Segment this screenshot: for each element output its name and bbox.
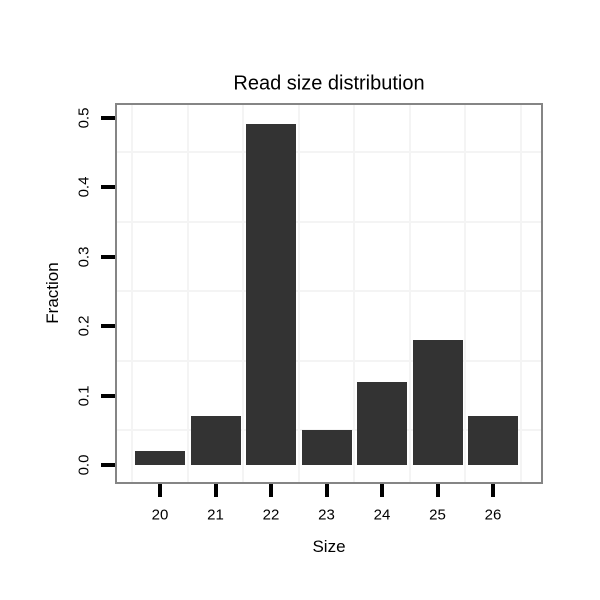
x-tick-label: 25 bbox=[429, 506, 446, 524]
gridline-horizontal-minor bbox=[117, 151, 541, 154]
x-axis-title: Size bbox=[312, 537, 346, 556]
gridline-vertical-minor bbox=[519, 105, 522, 482]
y-axis-title: Fraction bbox=[43, 262, 62, 324]
x-tick-label: 22 bbox=[262, 506, 280, 524]
gridline-vertical-minor bbox=[242, 105, 245, 482]
gridline-vertical-minor bbox=[408, 105, 411, 482]
gridline-vertical-minor bbox=[353, 105, 356, 482]
gridline-vertical-minor bbox=[131, 105, 134, 482]
bar-size-25 bbox=[413, 340, 463, 465]
x-tick-mark bbox=[324, 484, 329, 497]
x-tick-label: 26 bbox=[484, 506, 502, 524]
x-tick-mark bbox=[158, 484, 162, 497]
y-tick-label: 0.5 bbox=[75, 107, 93, 128]
bar-size-24 bbox=[357, 382, 407, 465]
y-tick-label: 0.2 bbox=[75, 315, 93, 337]
gridline-horizontal-minor bbox=[117, 220, 541, 223]
y-tick-mark bbox=[101, 463, 115, 467]
y-tick-mark bbox=[101, 185, 115, 189]
x-tick-mark bbox=[491, 484, 495, 497]
gridline-vertical-minor bbox=[297, 105, 300, 482]
y-tick-mark bbox=[101, 393, 115, 398]
gridline-vertical-minor bbox=[464, 105, 467, 482]
bar-size-23 bbox=[302, 430, 352, 465]
y-tick-label: 0.1 bbox=[75, 385, 93, 406]
x-tick-label: 21 bbox=[207, 506, 224, 524]
bar-size-20 bbox=[135, 451, 185, 465]
gridline-vertical-minor bbox=[186, 105, 189, 482]
gridline-horizontal-minor bbox=[117, 359, 541, 362]
y-tick-mark bbox=[101, 115, 115, 120]
x-tick-label: 24 bbox=[373, 506, 391, 524]
y-tick-label: 0.4 bbox=[75, 176, 93, 198]
chart-title: Read size distribution bbox=[233, 72, 425, 95]
x-tick-label: 23 bbox=[318, 506, 335, 524]
x-tick-mark bbox=[380, 484, 384, 497]
x-tick-mark bbox=[435, 484, 440, 497]
y-tick-mark bbox=[101, 324, 115, 328]
y-tick-label: 0.3 bbox=[75, 246, 93, 267]
gridline-horizontal-minor bbox=[117, 290, 541, 293]
bar-size-26 bbox=[468, 416, 518, 465]
bar-size-22 bbox=[246, 124, 296, 465]
y-tick-label: 0.0 bbox=[75, 454, 93, 476]
x-tick-label: 20 bbox=[151, 506, 169, 524]
x-tick-mark bbox=[269, 484, 273, 497]
y-tick-mark bbox=[101, 254, 115, 259]
bar-size-21 bbox=[191, 416, 241, 465]
plot-panel bbox=[115, 103, 543, 484]
x-tick-mark bbox=[213, 484, 218, 497]
